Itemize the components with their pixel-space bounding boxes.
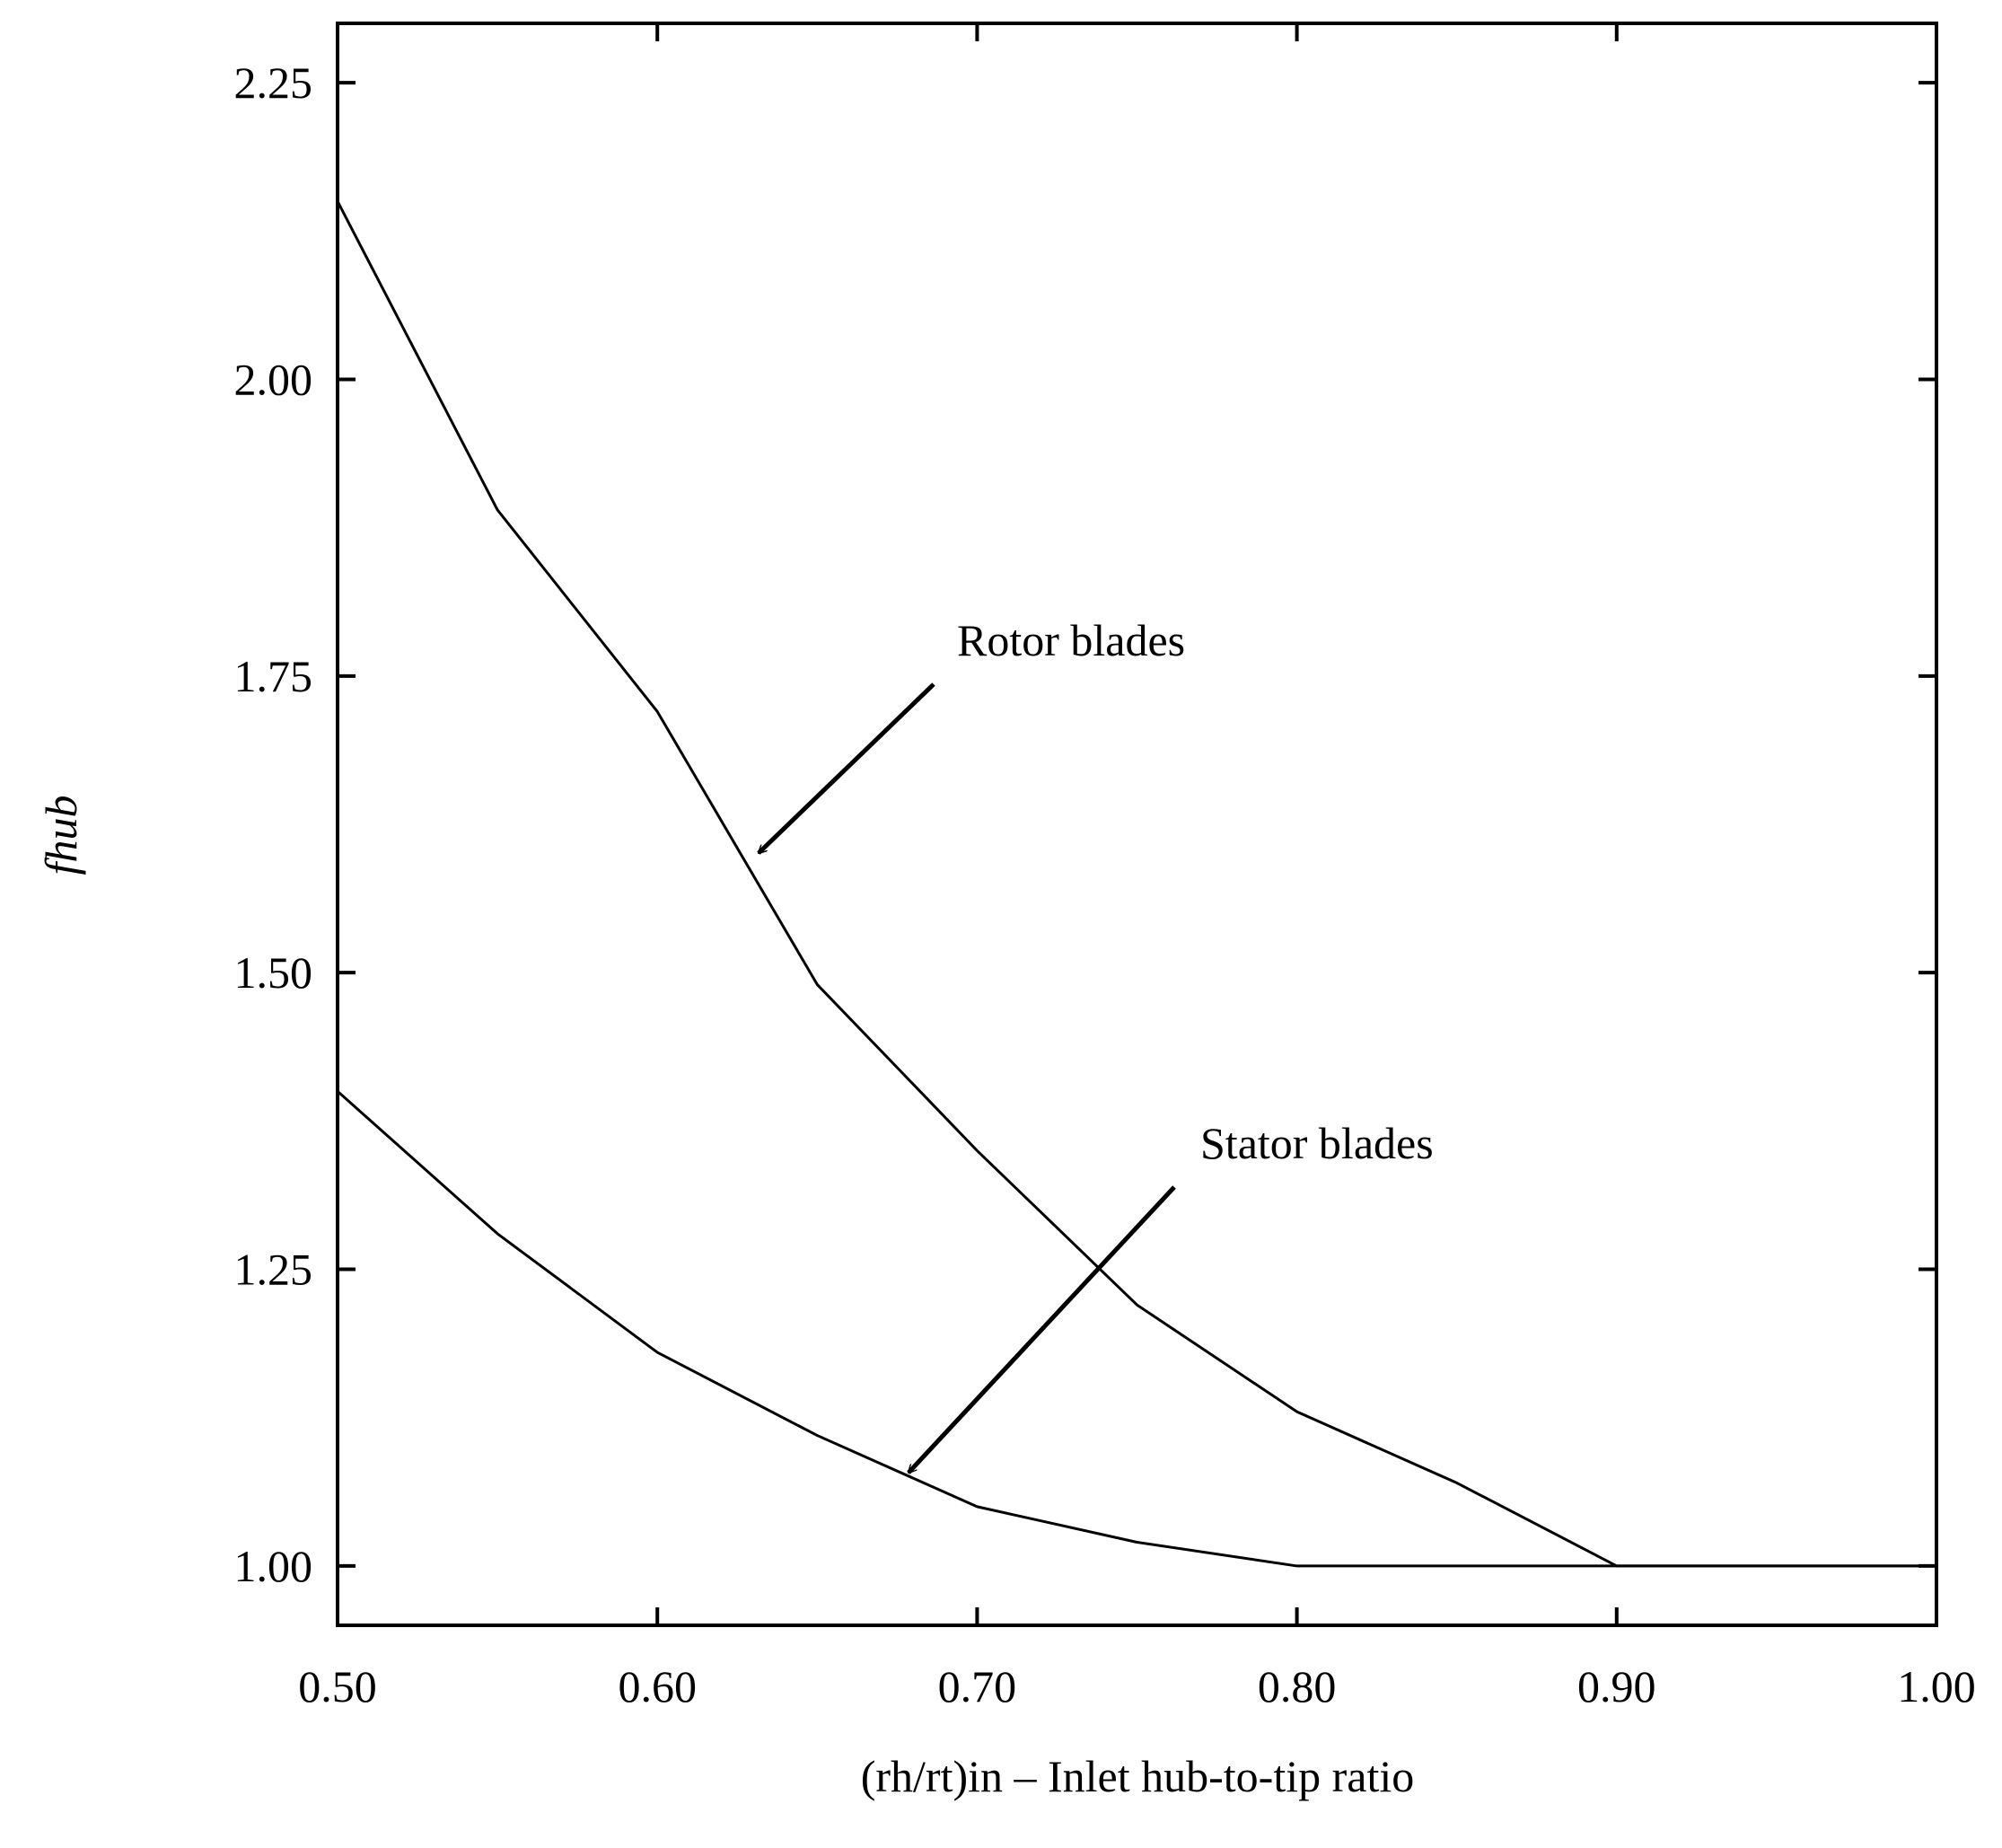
y-axis-label: fhub bbox=[36, 796, 86, 876]
annotation: Rotor blades bbox=[957, 615, 1185, 665]
y-tick-label: 1.50 bbox=[234, 947, 313, 998]
x-tick-label: 0.90 bbox=[1577, 1661, 1656, 1712]
annotation-arrow bbox=[907, 1185, 1176, 1473]
y-tick-label: 2.00 bbox=[234, 354, 313, 404]
y-tick-label: 1.25 bbox=[234, 1245, 313, 1295]
x-tick-label: 1.00 bbox=[1897, 1661, 1976, 1712]
x-tick-label: 0.60 bbox=[618, 1661, 697, 1712]
y-tick-label: 2.25 bbox=[234, 57, 313, 108]
x-axis-label: (rh/rt)in – Inlet hub-to-tip ratio bbox=[861, 1751, 1415, 1801]
x-tick-label: 0.80 bbox=[1258, 1661, 1337, 1712]
annotation-arrow bbox=[759, 682, 935, 855]
plot-frame bbox=[336, 22, 1938, 1627]
x-tick-label: 0.70 bbox=[938, 1661, 1017, 1712]
line-series bbox=[336, 200, 1936, 1568]
x-tick-label: 0.50 bbox=[298, 1661, 377, 1712]
line-series bbox=[337, 1090, 1936, 1568]
annotation: Stator blades bbox=[1200, 1118, 1434, 1168]
y-tick-label: 1.75 bbox=[234, 651, 313, 701]
y-tick-label: 1.00 bbox=[234, 1541, 313, 1591]
